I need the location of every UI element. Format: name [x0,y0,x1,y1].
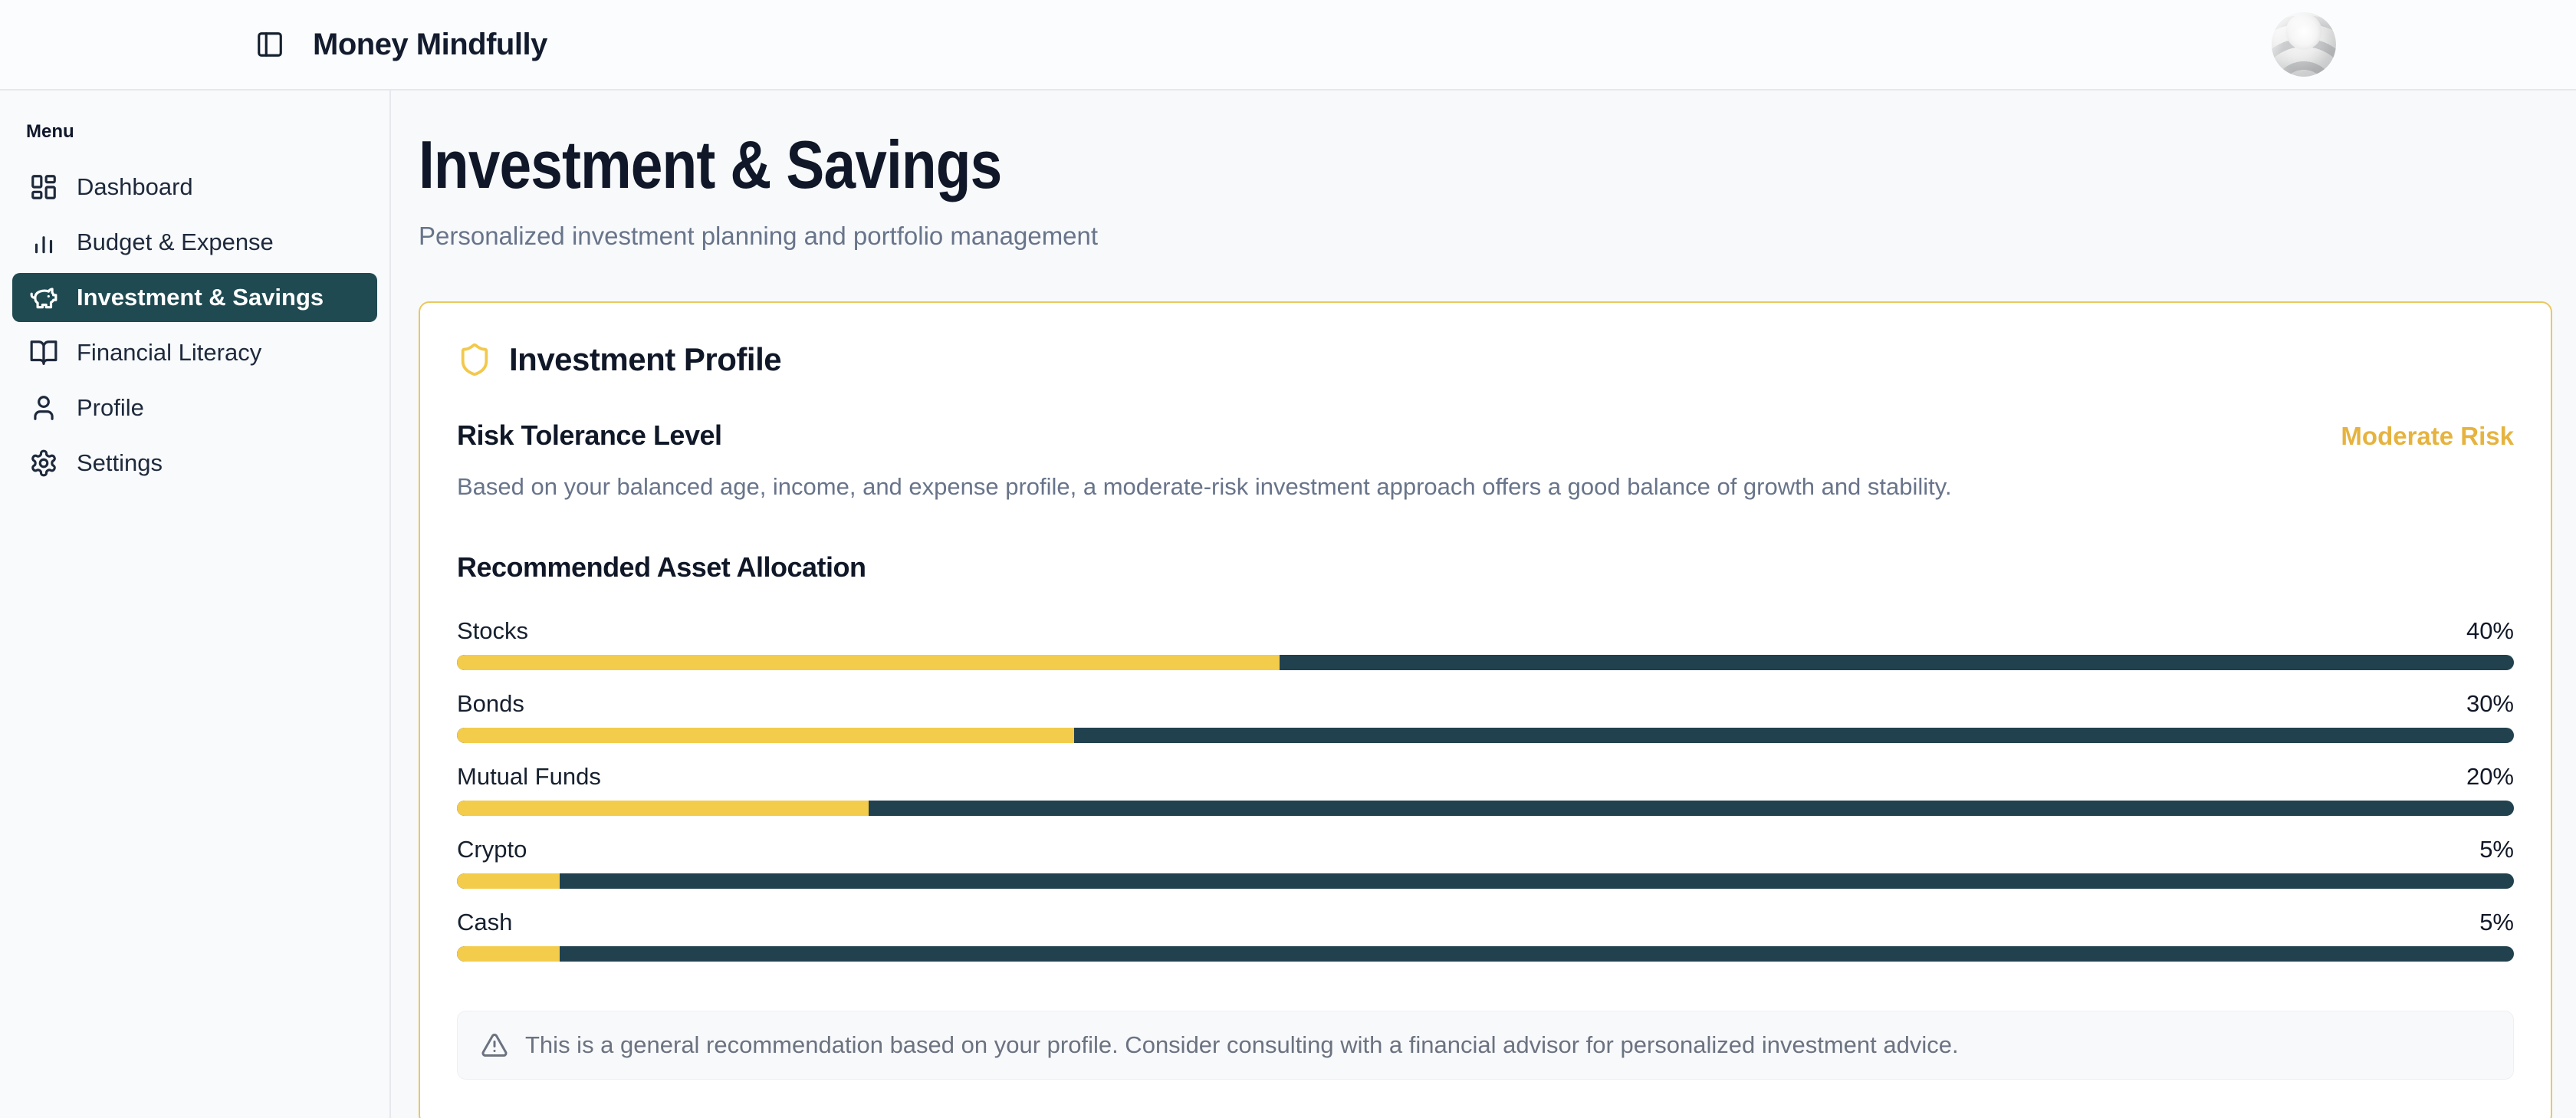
user-icon [29,393,58,423]
risk-heading: Risk Tolerance Level [457,419,722,451]
sidebar-item-settings[interactable]: Settings [12,439,377,488]
allocation-value: 20% [2466,763,2514,791]
main-content: Investment & Savings Personalized invest… [391,90,2576,1118]
allocation-row: Bonds 30% [457,690,2514,744]
allocation-bar-fill [457,728,1074,744]
page-title: Investment & Savings [419,127,1002,202]
allocation-value: 30% [2466,690,2514,718]
card-title: Investment Profile [509,341,782,377]
allocation-bar-fill [457,801,869,817]
allocation-row: Cash 5% [457,909,2514,962]
sidebar-toggle-button[interactable] [250,25,290,64]
sidebar-item-budget-expense[interactable]: Budget & Expense [12,218,377,267]
allocation-bar-track [457,873,2514,889]
allocation-value: 5% [2479,836,2514,863]
sidebar-item-label: Dashboard [77,173,193,200]
allocation-list: Stocks 40% Bonds 30% Mutual Funds 20% Cr… [457,617,2514,962]
bar-chart-icon [29,228,58,257]
allocation-bar-track [457,655,2514,671]
investment-profile-card: Investment Profile Risk Tolerance Level … [419,301,2552,1118]
sidebar-item-dashboard[interactable]: Dashboard [12,163,377,212]
sidebar-item-label: Investment & Savings [77,284,324,311]
allocation-value: 40% [2466,617,2514,645]
allocation-label: Stocks [457,617,529,645]
avatar[interactable] [2272,12,2336,77]
shield-icon [457,342,492,377]
sidebar-item-label: Settings [77,449,163,476]
allocation-bar-fill [457,655,1280,671]
card-header: Investment Profile [457,341,2514,378]
allocation-bar-track [457,728,2514,744]
allocation-heading: Recommended Asset Allocation [457,551,866,584]
allocation-value: 5% [2479,909,2514,936]
page-subtitle: Personalized investment planning and por… [419,222,1099,250]
risk-tolerance-row: Risk Tolerance Level Moderate Risk [457,419,2514,452]
allocation-bar-track [457,946,2514,962]
sidebar-menu-label: Menu [26,121,74,142]
sidebar-item-profile[interactable]: Profile [12,383,377,432]
disclaimer-text: This is a general recommendation based o… [525,1031,1959,1059]
allocation-row: Mutual Funds 20% [457,763,2514,817]
allocation-bar-fill [457,946,560,962]
gear-icon [29,449,58,478]
allocation-row: Stocks 40% [457,617,2514,671]
allocation-bar-fill [457,873,560,889]
sidebar-item-investment-savings[interactable]: Investment & Savings [12,273,377,322]
sidebar-item-financial-literacy[interactable]: Financial Literacy [12,328,377,377]
disclaimer-note: This is a general recommendation based o… [457,1011,2514,1080]
top-header: Money Mindfully [0,0,2576,90]
allocation-bar-track [457,801,2514,817]
triangle-alert-icon [481,1031,508,1059]
sidebar-item-label: Budget & Expense [77,229,274,255]
layout-dashboard-icon [29,173,58,202]
allocation-label: Bonds [457,690,524,718]
allocation-label: Mutual Funds [457,763,601,791]
risk-level-badge: Moderate Risk [2341,422,2514,450]
allocation-label: Cash [457,909,513,936]
risk-description: Based on your balanced age, income, and … [457,473,1952,500]
panel-left-icon [255,30,284,59]
allocation-row: Crypto 5% [457,836,2514,889]
app-title: Money Mindfully [313,27,547,61]
allocation-label: Crypto [457,836,527,863]
sidebar: Menu Dashboard Budget & Expense Investme… [0,90,391,1118]
book-open-icon [29,338,58,367]
piggy-bank-icon [29,283,58,312]
sidebar-item-label: Financial Literacy [77,339,262,366]
sidebar-item-label: Profile [77,394,144,421]
